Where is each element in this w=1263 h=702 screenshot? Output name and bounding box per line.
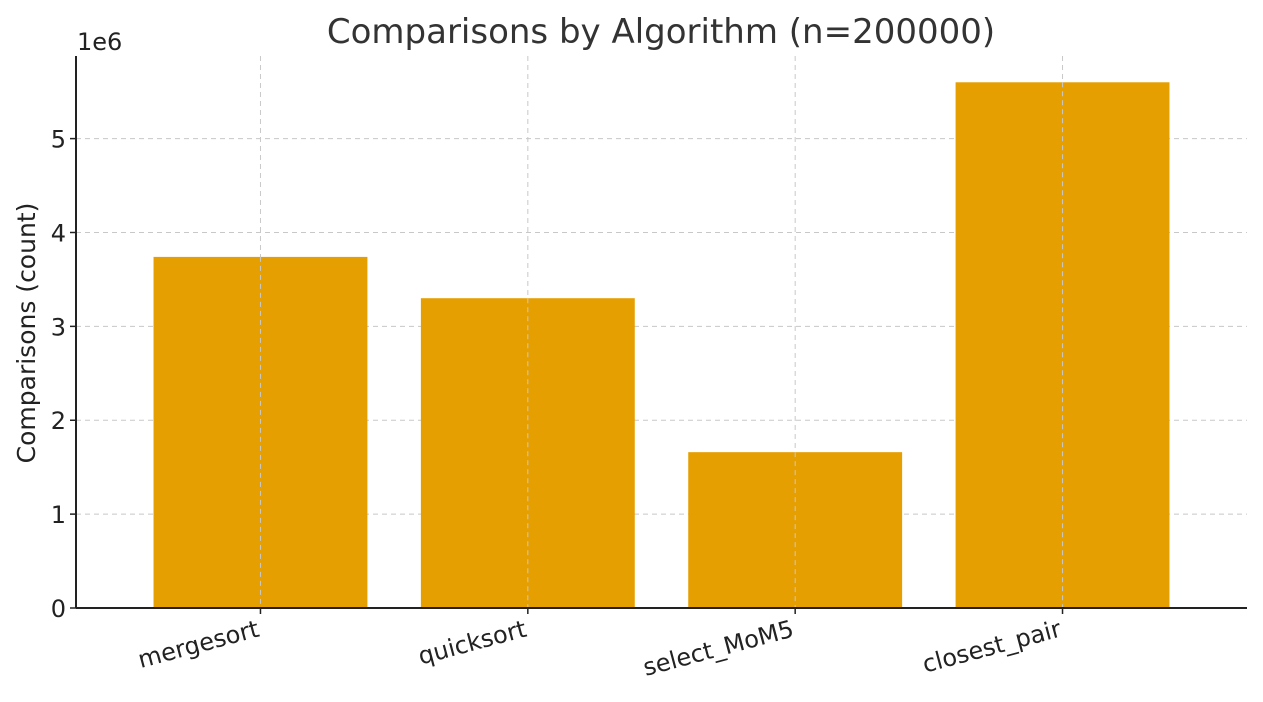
- y-axis-label: Comparisons (count): [12, 203, 41, 464]
- x-tick-label: quicksort: [415, 615, 529, 671]
- y-tick-label: 5: [51, 126, 66, 154]
- y-tick-label: 2: [51, 407, 66, 435]
- bars-layer: [153, 82, 1170, 609]
- x-tick-label: closest_pair: [919, 615, 1064, 679]
- x-tick-label: select_MoM5: [640, 615, 797, 682]
- axes-layer: [75, 56, 1247, 609]
- x-tick-label: mergesort: [135, 615, 262, 674]
- y-tick-label: 0: [51, 595, 66, 623]
- y-tick-label: 1: [51, 501, 66, 529]
- y-tick-label: 4: [51, 219, 66, 247]
- chart-title: Comparisons by Algorithm (n=200000): [327, 12, 995, 52]
- y-axis-offset-label: 1e6: [77, 28, 122, 56]
- y-tick-label: 3: [51, 313, 66, 341]
- bar-select-mom5: [688, 452, 903, 608]
